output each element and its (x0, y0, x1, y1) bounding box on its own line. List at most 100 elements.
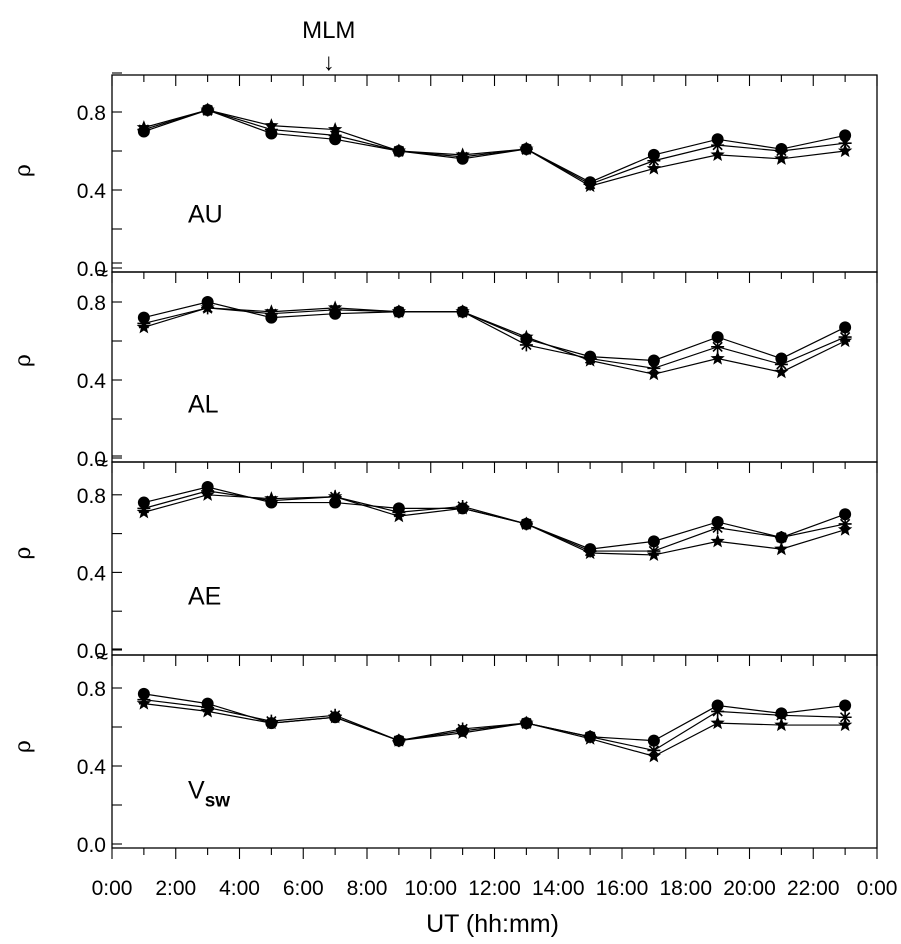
mlm-annotation: MLM ↓ (302, 17, 355, 76)
panel-label: AU (188, 200, 223, 228)
marker-star (455, 304, 470, 318)
panel-label: Vsw (188, 776, 230, 811)
y-tick-label: 0.4 (77, 370, 107, 393)
panel-frame (111, 654, 878, 849)
y-tick-label: 0.0 (77, 640, 106, 663)
marker-asterisk (774, 144, 788, 158)
panels: 0.00.40.8ρAU0.00.40.8ρ≈AL0.00.40.8ρ≈AE0.… (11, 72, 878, 859)
marker-star (774, 364, 789, 379)
panel-al: 0.0 0.4 0.8 ρ ≈ AL (11, 262, 878, 471)
marker-circle (647, 354, 660, 367)
marker-star (200, 703, 215, 718)
x-tick-label: 2:00 (155, 877, 196, 900)
series-line (143, 109, 846, 185)
marker-circle (839, 508, 852, 521)
marker-star (455, 500, 470, 515)
y-axis-label: ρ (11, 164, 36, 177)
marker-star (455, 725, 470, 739)
panel-ae: 0.0 0.4 0.8 ρ ≈ AE (11, 452, 878, 663)
marker-star (327, 709, 343, 724)
y-axis-label: ρ (11, 740, 36, 753)
series-star (136, 102, 853, 193)
axis-break-icon: ≈ (96, 452, 108, 475)
marker-star (200, 102, 215, 117)
marker-star (136, 696, 152, 710)
mlm-label: MLM (302, 17, 355, 44)
series-line (143, 307, 846, 375)
marker-circle (711, 331, 724, 344)
marker-asterisk (774, 708, 788, 722)
series-line (143, 490, 846, 552)
marker-asterisk (711, 340, 725, 354)
marker-star (519, 516, 534, 530)
marker-asterisk (774, 530, 788, 544)
marker-star (710, 147, 725, 161)
x-tick-label: 6:00 (283, 877, 324, 900)
marker-star (774, 151, 789, 165)
marker-star (582, 731, 598, 745)
marker-star (646, 161, 662, 175)
series-line (143, 693, 846, 742)
marker-star (837, 333, 853, 348)
y-tick-label: 0.8 (77, 292, 106, 315)
marker-star (519, 715, 534, 730)
series-circle (137, 687, 852, 747)
marker-star (264, 304, 279, 318)
marker-star (327, 300, 343, 314)
series-line (143, 486, 846, 550)
x-tick-label: 0:00 (92, 877, 133, 900)
x-tick-label: 4:00 (219, 877, 260, 900)
marker-star (391, 508, 407, 523)
marker-asterisk (838, 710, 852, 724)
panel-label: AL (188, 390, 219, 418)
series-circle (137, 104, 852, 189)
series-line (143, 494, 846, 556)
marker-star (136, 504, 152, 519)
marker-star (710, 533, 725, 548)
y-tick-label: 0.0 (77, 258, 106, 281)
marker-star (519, 329, 534, 344)
marker-star (264, 118, 279, 132)
y-tick-label: 0.8 (77, 102, 106, 125)
marker-star (774, 541, 789, 556)
marker-asterisk (711, 704, 725, 718)
marker-circle (647, 535, 660, 548)
y-tick-label: 0.0 (77, 834, 106, 857)
marker-star (200, 487, 215, 501)
y-tick-label: 0.8 (77, 678, 106, 701)
series-circle (137, 296, 852, 367)
panel-frame (111, 271, 878, 463)
marker-star (391, 143, 407, 158)
x-tick-label: 18:00 (659, 877, 712, 900)
y-tick-label: 0.8 (77, 485, 106, 508)
marker-asterisk (838, 136, 852, 150)
marker-star (646, 366, 662, 381)
marker-circle (647, 734, 660, 747)
x-tick-label: 22:00 (787, 877, 840, 900)
x-axis-label: UT (hh:mm) (426, 910, 559, 938)
marker-star (710, 715, 725, 730)
marker-asterisk (774, 357, 788, 371)
series-asterisk (137, 484, 852, 558)
x-tick-label: 16:00 (596, 877, 649, 900)
marker-star (837, 717, 853, 732)
panel-frame (111, 74, 878, 273)
axis-break-icon: ≈ (96, 645, 108, 668)
y-tick-label: 0.0 (77, 448, 106, 471)
series-line (143, 703, 846, 757)
marker-asterisk (519, 338, 533, 352)
y-tick-label: 0.4 (77, 562, 107, 585)
marker-star (136, 319, 152, 334)
marker-star (264, 491, 279, 505)
series-asterisk (137, 103, 852, 191)
marker-asterisk (711, 521, 725, 535)
marker-circle (839, 129, 852, 142)
marker-circle (839, 321, 852, 334)
series-line (143, 301, 846, 362)
y-axis-label: ρ (11, 354, 36, 367)
x-axis: 0:00 2:00 4:00 6:00 8:00 10:00 12:00 14:00 16:00… (92, 877, 898, 938)
marker-star (582, 545, 598, 560)
marker-star (710, 351, 725, 365)
marker-asterisk (647, 154, 661, 168)
